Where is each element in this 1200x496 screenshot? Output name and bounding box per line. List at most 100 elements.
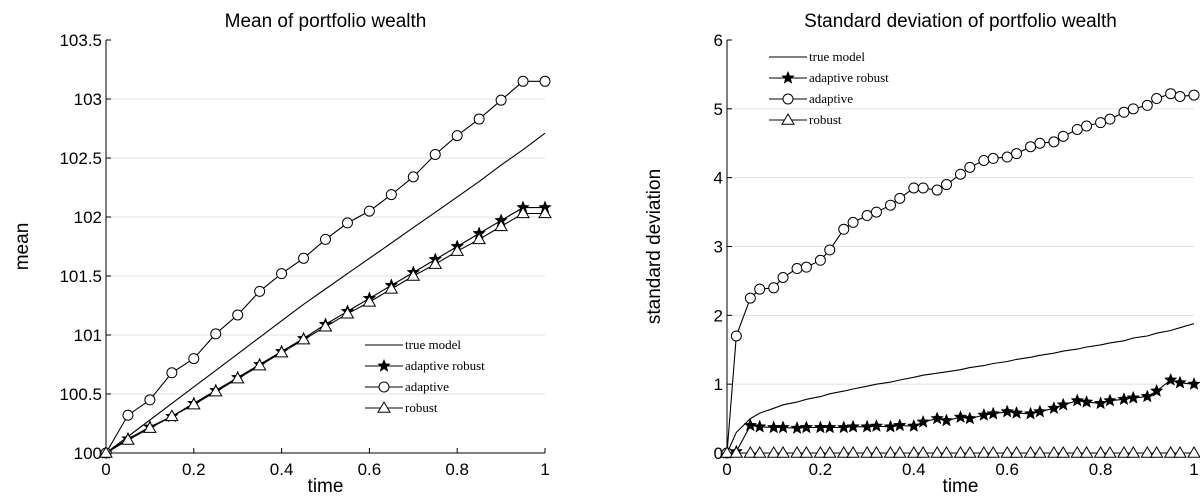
x-axis-label: time bbox=[308, 476, 344, 496]
data-point bbox=[986, 446, 1001, 458]
data-point bbox=[1009, 446, 1024, 458]
legend-entry: adaptive robust bbox=[405, 358, 485, 373]
data-point bbox=[363, 205, 375, 217]
data-point bbox=[916, 446, 931, 458]
data-point bbox=[1118, 106, 1130, 118]
data-point bbox=[1126, 390, 1141, 404]
x-tick-label: 0.8 bbox=[445, 460, 469, 479]
data-point bbox=[473, 113, 485, 125]
data-point bbox=[822, 420, 837, 434]
data-point bbox=[1173, 446, 1187, 458]
data-point bbox=[1034, 137, 1046, 149]
data-point bbox=[1057, 130, 1069, 142]
data-point bbox=[978, 154, 990, 166]
data-point bbox=[777, 271, 789, 283]
data-point bbox=[1033, 446, 1047, 458]
x-tick-label: 0.2 bbox=[809, 460, 833, 479]
y-tick-label: 103 bbox=[74, 90, 102, 109]
series-robust bbox=[99, 206, 552, 458]
data-point bbox=[838, 223, 850, 235]
data-point bbox=[906, 418, 921, 432]
y-tick-label: 3 bbox=[714, 238, 723, 257]
data-point bbox=[1047, 401, 1061, 415]
data-point bbox=[1188, 89, 1200, 101]
data-point bbox=[1173, 375, 1187, 389]
data-point bbox=[495, 94, 507, 106]
y-tick-label: 1 bbox=[714, 375, 723, 394]
y-axis-label: standard deviation bbox=[644, 169, 665, 324]
series-adaptive-robust bbox=[720, 372, 1200, 459]
data-point bbox=[539, 75, 551, 87]
data-point bbox=[385, 189, 397, 201]
data-point bbox=[538, 206, 552, 219]
legend-marker bbox=[378, 381, 390, 393]
legend: true model adaptive robust adaptive robust bbox=[365, 337, 485, 415]
y-tick-label: 102.5 bbox=[59, 149, 102, 168]
data-point bbox=[813, 420, 828, 434]
x-tick-label: 1 bbox=[1189, 460, 1198, 479]
x-tick-label: 0.2 bbox=[182, 460, 206, 479]
series-true-model bbox=[726, 323, 1195, 454]
data-point bbox=[963, 411, 977, 425]
data-point bbox=[1070, 393, 1085, 407]
data-point bbox=[892, 418, 907, 432]
data-point bbox=[847, 216, 859, 228]
data-point bbox=[799, 446, 814, 458]
x-axis-label: time bbox=[943, 476, 979, 496]
series-line bbox=[105, 132, 546, 454]
data-point bbox=[987, 152, 999, 164]
x-tick-label: 0 bbox=[722, 460, 731, 479]
data-point bbox=[406, 269, 421, 281]
y-tick-label: 5 bbox=[714, 100, 723, 119]
data-point bbox=[144, 394, 156, 406]
data-point bbox=[776, 420, 790, 434]
data-point bbox=[1126, 446, 1141, 458]
data-point bbox=[930, 446, 945, 458]
legend: true model adaptive robust adaptive robust bbox=[769, 49, 889, 127]
legend-marker bbox=[782, 93, 794, 105]
data-point bbox=[720, 446, 734, 458]
data-point bbox=[1047, 446, 1061, 458]
data-point bbox=[729, 446, 744, 458]
data-point bbox=[930, 411, 944, 425]
data-point bbox=[340, 306, 355, 319]
data-point bbox=[892, 446, 907, 458]
data-point bbox=[743, 418, 758, 432]
data-point bbox=[494, 219, 508, 232]
data-point bbox=[861, 210, 873, 222]
data-point bbox=[860, 446, 874, 458]
data-point bbox=[790, 446, 804, 458]
data-point bbox=[1025, 141, 1037, 153]
chart-panel-1: 100 100.5 101 101.5 102 102.5 103 103.5 0 0.2 0.4 0… bbox=[12, 11, 552, 496]
x-tick-label: 1 bbox=[540, 460, 549, 479]
data-point bbox=[977, 407, 991, 421]
data-point bbox=[232, 309, 244, 321]
x-tick-label: 0.6 bbox=[995, 460, 1019, 479]
data-point bbox=[1070, 446, 1085, 458]
data-point bbox=[766, 420, 781, 434]
data-point bbox=[883, 446, 898, 458]
data-point bbox=[208, 384, 223, 397]
data-point bbox=[939, 446, 954, 458]
data-point bbox=[1140, 389, 1155, 403]
y-tick-label: 102 bbox=[74, 208, 102, 227]
y-axis-label: mean bbox=[12, 223, 33, 271]
data-point bbox=[917, 182, 929, 194]
data-point bbox=[939, 413, 954, 427]
data-point bbox=[428, 257, 443, 269]
legend-entry: adaptive bbox=[809, 91, 853, 106]
y-tick-label: 2 bbox=[714, 306, 723, 325]
x-tick-label: 0.4 bbox=[902, 460, 926, 479]
data-point bbox=[1174, 90, 1186, 102]
x-tick-label: 0 bbox=[101, 460, 110, 479]
data-point bbox=[906, 446, 921, 458]
data-point bbox=[846, 446, 860, 458]
data-point bbox=[143, 421, 157, 433]
data-point bbox=[1141, 99, 1153, 111]
data-point bbox=[894, 192, 906, 204]
data-point bbox=[953, 409, 968, 424]
data-point bbox=[450, 244, 465, 256]
data-point bbox=[1000, 446, 1015, 458]
data-point bbox=[276, 268, 288, 280]
